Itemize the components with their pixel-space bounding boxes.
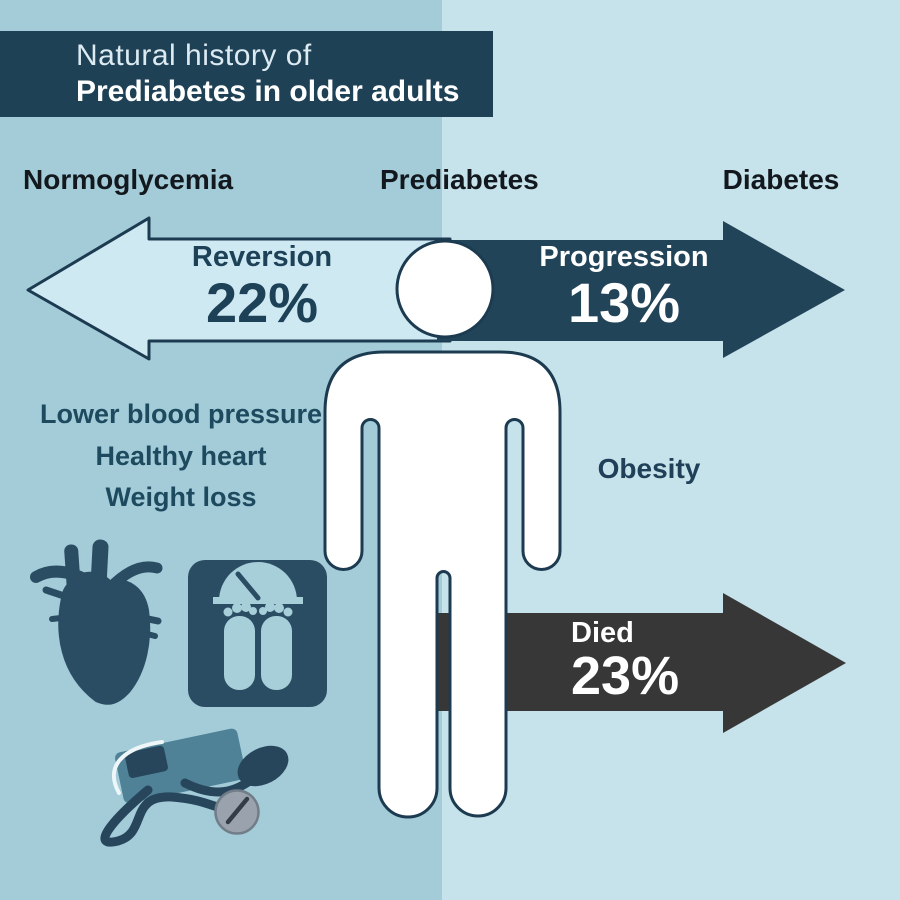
stage-label-diabetes: Diabetes	[722, 164, 840, 195]
scale-feet	[223, 602, 293, 690]
stage-label-normoglycemia: Normoglycemia	[23, 164, 234, 195]
benefit-healthy-heart: Healthy heart	[95, 441, 267, 471]
title-block: Natural history of Prediabetes in older …	[0, 31, 493, 117]
progression-arrow	[437, 221, 845, 358]
blood-pressure-monitor-icon	[100, 728, 289, 847]
reversion-value: 22%	[205, 271, 319, 334]
died-value: 23%	[571, 646, 680, 706]
died-arrow	[437, 593, 846, 733]
person-head	[395, 239, 495, 339]
title-line-2: Prediabetes in older adults	[76, 75, 460, 108]
died-label: Died	[571, 617, 634, 649]
risk-factor-obesity: Obesity	[597, 453, 701, 484]
reversion-label: Reversion	[191, 241, 333, 273]
background-right-panel	[442, 0, 900, 900]
progression-value: 13%	[567, 271, 681, 334]
reversion-text-block: Reversion 22%	[162, 241, 362, 332]
weight-scale-icon	[188, 560, 327, 707]
title-line-1: Natural history of	[76, 39, 312, 72]
person-body	[323, 350, 562, 819]
stage-label-prediabetes: Prediabetes	[380, 164, 539, 195]
title-bar	[0, 31, 493, 117]
benefit-weight-loss: Weight loss	[105, 482, 257, 512]
progression-text-block: Progression 13%	[524, 241, 724, 332]
person-figure	[323, 239, 562, 819]
progression-label: Progression	[539, 241, 709, 273]
died-text-block: Died 23%	[571, 617, 791, 706]
anatomical-heart-icon	[30, 539, 163, 705]
benefit-lower-blood-pressure: Lower blood pressure	[39, 399, 323, 429]
